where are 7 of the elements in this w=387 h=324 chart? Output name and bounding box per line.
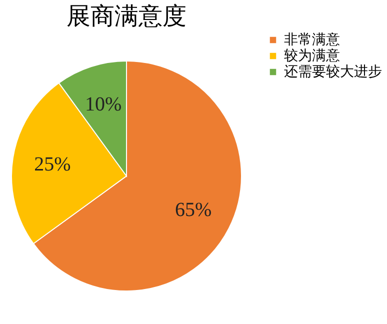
legend-label: 非常满意 xyxy=(284,32,340,48)
chart-title: 展商满意度 xyxy=(66,3,186,30)
legend-label: 较为满意 xyxy=(284,48,340,64)
data-label: 10% xyxy=(84,94,122,116)
data-label: 25% xyxy=(34,153,71,176)
data-label: 65% xyxy=(174,199,212,222)
legend-label: 还需要较大进步 xyxy=(284,64,382,80)
